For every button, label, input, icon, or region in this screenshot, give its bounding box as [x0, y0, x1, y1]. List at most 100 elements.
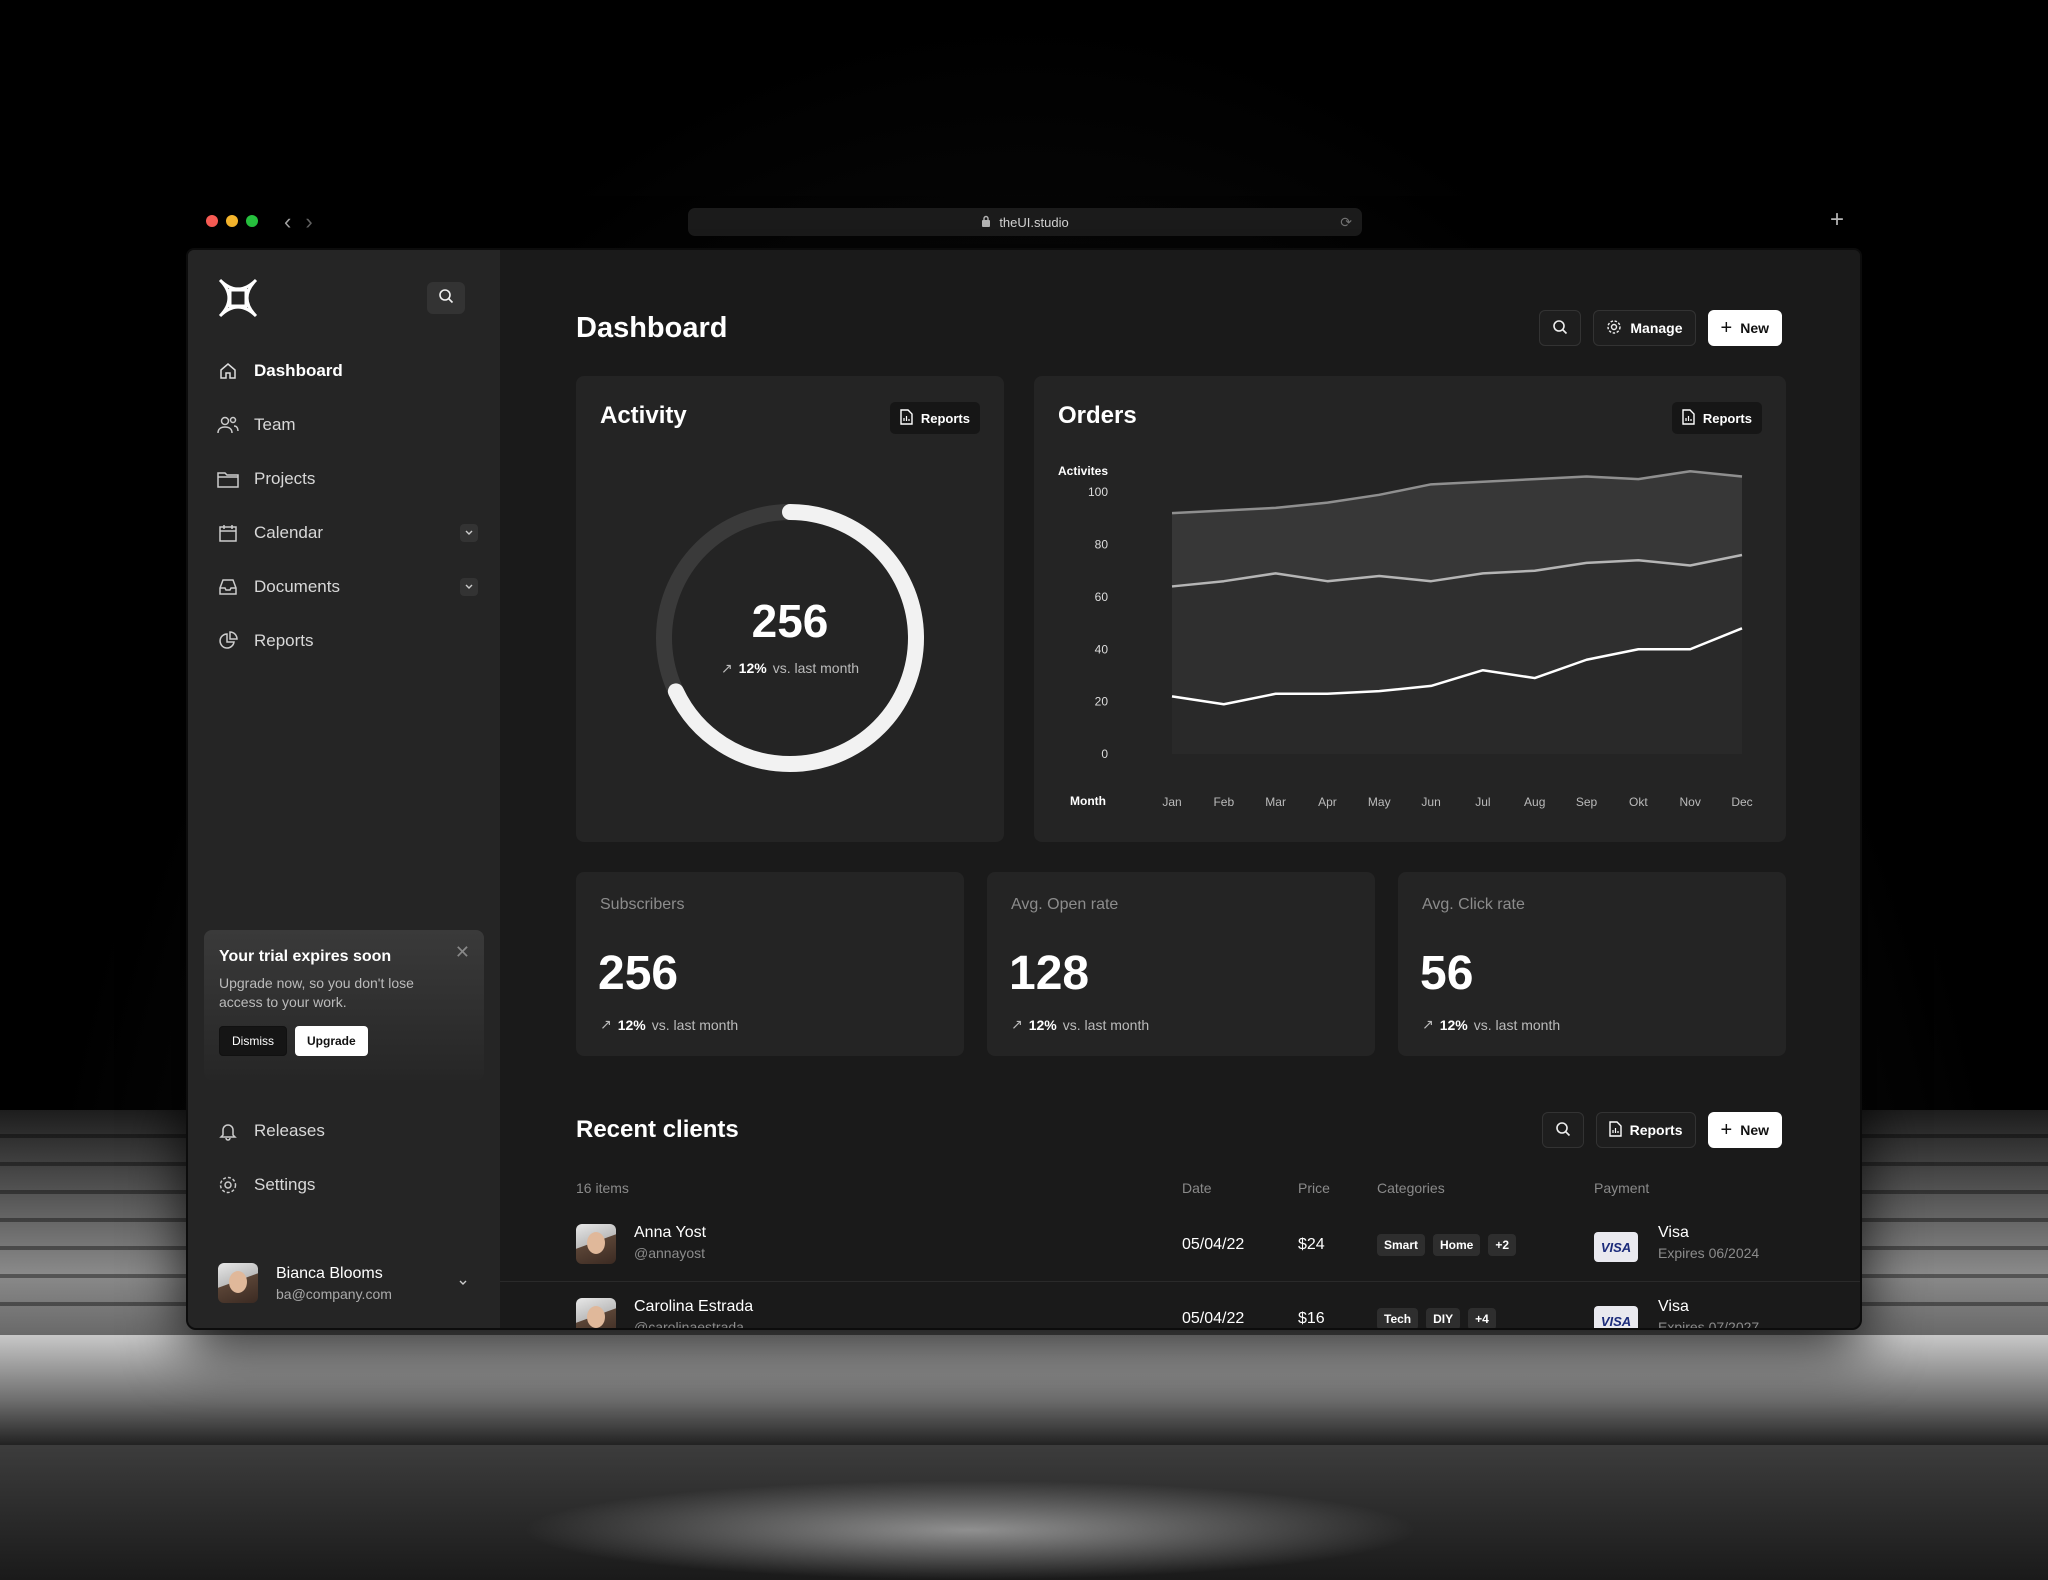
category-tag[interactable]: Tech — [1377, 1308, 1419, 1328]
clients-new-button[interactable]: + New — [1707, 1112, 1782, 1148]
sidebar-item-label: Team — [254, 415, 296, 434]
gear-icon — [216, 1173, 240, 1197]
x-tick-label: Feb — [1213, 795, 1234, 809]
forward-icon[interactable]: › — [305, 209, 313, 234]
client-name: Carolina Estrada — [634, 1298, 754, 1315]
series-area — [1172, 628, 1742, 754]
category-tag[interactable]: +4 — [1468, 1308, 1496, 1328]
stat-label: Avg. Click rate — [1422, 896, 1525, 913]
gauge-fill — [656, 504, 924, 772]
recent-clients-title: Recent clients — [576, 1116, 739, 1143]
search-icon — [438, 288, 454, 309]
client-date: 05/04/22 — [1182, 1236, 1245, 1253]
search-button[interactable] — [1539, 310, 1582, 346]
stat-value: 56 — [1420, 947, 1474, 1000]
new-button[interactable]: + New — [1707, 310, 1782, 346]
y-axis-title: Activites — [1058, 464, 1109, 478]
maximize-dot[interactable] — [246, 215, 258, 227]
category-tag[interactable]: DIY — [1426, 1308, 1461, 1328]
history-nav: ‹ › — [284, 209, 313, 235]
activity-reports-button[interactable]: Reports — [889, 402, 980, 434]
sidebar-item-settings[interactable]: Settings — [216, 1158, 478, 1212]
stat-value: 256 — [598, 947, 679, 1000]
minimize-dot[interactable] — [226, 215, 238, 227]
user-email: ba@company.com — [276, 1285, 392, 1302]
header-toolbar: Manage + New — [1539, 310, 1782, 346]
url-text: theUI.studio — [999, 214, 1069, 230]
lock-icon — [981, 215, 991, 230]
arrow-up-right-icon: ↗ — [720, 660, 733, 676]
upgrade-button[interactable]: Upgrade — [295, 1026, 368, 1056]
orders-title: Orders — [1058, 402, 1137, 429]
sidebar-item-reports[interactable]: Reports — [216, 614, 478, 668]
chevron-down-icon[interactable] — [460, 578, 478, 596]
stat-delta: ↗ 12% vs. last month — [600, 1016, 738, 1033]
sidebar-item-label: Projects — [254, 469, 316, 488]
stat-card-open-rate: Avg. Open rate 128 ↗ 12% vs. last month — [987, 872, 1375, 1056]
orders-card: Orders Reports Activites Month 100 80 60 40… — [1034, 376, 1786, 842]
sidebar-item-team[interactable]: Team — [216, 398, 478, 452]
delta-text: vs. last month — [1473, 1016, 1561, 1033]
sidebar-item-dashboard[interactable]: Dashboard — [216, 344, 478, 398]
visa-card-icon: VISA — [1594, 1306, 1638, 1328]
sidebar-item-releases[interactable]: Releases — [216, 1104, 478, 1158]
chevron-down-icon[interactable] — [460, 524, 478, 542]
clients-search-button[interactable] — [1541, 1112, 1584, 1148]
trial-title: Your trial expires soon — [219, 948, 392, 965]
column-header-price[interactable]: Price — [1298, 1180, 1330, 1196]
category-tag[interactable]: Smart — [1377, 1234, 1426, 1256]
category-tag[interactable]: +2 — [1488, 1234, 1517, 1256]
reload-icon[interactable]: ⟳ — [1340, 213, 1352, 230]
chevron-down-icon[interactable] — [458, 1274, 468, 1292]
back-icon[interactable]: ‹ — [284, 209, 292, 234]
close-dot[interactable] — [206, 215, 218, 227]
stat-delta: ↗ 12% vs. last month — [1422, 1016, 1560, 1033]
series-line — [1171, 627, 1743, 706]
sidebar-item-documents[interactable]: Documents — [216, 560, 478, 614]
home-icon — [216, 359, 240, 383]
sidebar-item-label: Settings — [254, 1175, 316, 1194]
category-tag[interactable]: Home — [1433, 1234, 1481, 1256]
new-label: New — [1740, 1122, 1769, 1138]
avatar — [218, 1263, 258, 1303]
sidebar-item-calendar[interactable]: Calendar — [216, 506, 478, 560]
plus-icon: + — [1720, 1118, 1733, 1141]
sidebar: Dashboard Team Projects Calendar — [188, 250, 500, 1328]
sidebar-item-projects[interactable]: Projects — [216, 452, 478, 506]
series-line — [1171, 553, 1743, 588]
clients-toolbar: Reports + New — [1541, 1112, 1782, 1148]
activity-card: Activity Reports 256 ↗ 12% vs. last mont… — [576, 376, 1004, 842]
user-profile[interactable]: Bianca Blooms ba@company.com — [218, 1260, 468, 1306]
card-expiry: Expires 06/2024 — [1658, 1245, 1760, 1261]
arrow-up-right-icon: ↗ — [1011, 1016, 1023, 1032]
table-row[interactable]: Anna Yost @annayost 05/04/22 $24 Smart Ho… — [500, 1210, 1860, 1282]
sidebar-search-button[interactable] — [427, 282, 465, 314]
logo-icon[interactable] — [218, 278, 258, 318]
table-row[interactable]: Carolina Estrada @carolinaestrada 05/04/… — [500, 1284, 1860, 1328]
activity-delta: ↗ 12% vs. last month — [576, 660, 1004, 677]
address-bar[interactable]: theUI.studio ⟳ — [688, 208, 1362, 236]
column-header-payment[interactable]: Payment — [1594, 1180, 1650, 1196]
series-line — [1171, 469, 1743, 515]
orders-reports-button[interactable]: Reports — [1671, 402, 1762, 434]
column-header-date[interactable]: Date — [1182, 1180, 1212, 1196]
main-content: Dashboard Manage + New Activity — [500, 250, 1860, 1328]
clients-reports-button[interactable]: Reports — [1595, 1112, 1696, 1148]
bell-icon — [216, 1119, 240, 1143]
document-icon — [1682, 408, 1695, 428]
y-tick-label: 40 — [1095, 642, 1109, 656]
activity-value: 256 — [751, 595, 829, 647]
close-icon[interactable]: ✕ — [454, 942, 470, 962]
calendar-icon — [216, 521, 240, 545]
dismiss-button[interactable]: Dismiss — [219, 1026, 287, 1056]
arrow-up-right-icon: ↗ — [600, 1016, 612, 1032]
x-tick-label: Apr — [1318, 795, 1337, 809]
client-name: Anna Yost — [634, 1224, 707, 1241]
column-header-categories[interactable]: Categories — [1377, 1180, 1445, 1196]
stat-label: Subscribers — [600, 896, 685, 913]
new-tab-icon[interactable]: + — [1829, 206, 1844, 233]
client-date: 05/04/22 — [1182, 1310, 1245, 1327]
manage-button[interactable]: Manage — [1593, 310, 1696, 346]
delta-value: 12% — [1439, 1016, 1468, 1033]
client-categories: Smart Home +2 — [1377, 1234, 1524, 1256]
